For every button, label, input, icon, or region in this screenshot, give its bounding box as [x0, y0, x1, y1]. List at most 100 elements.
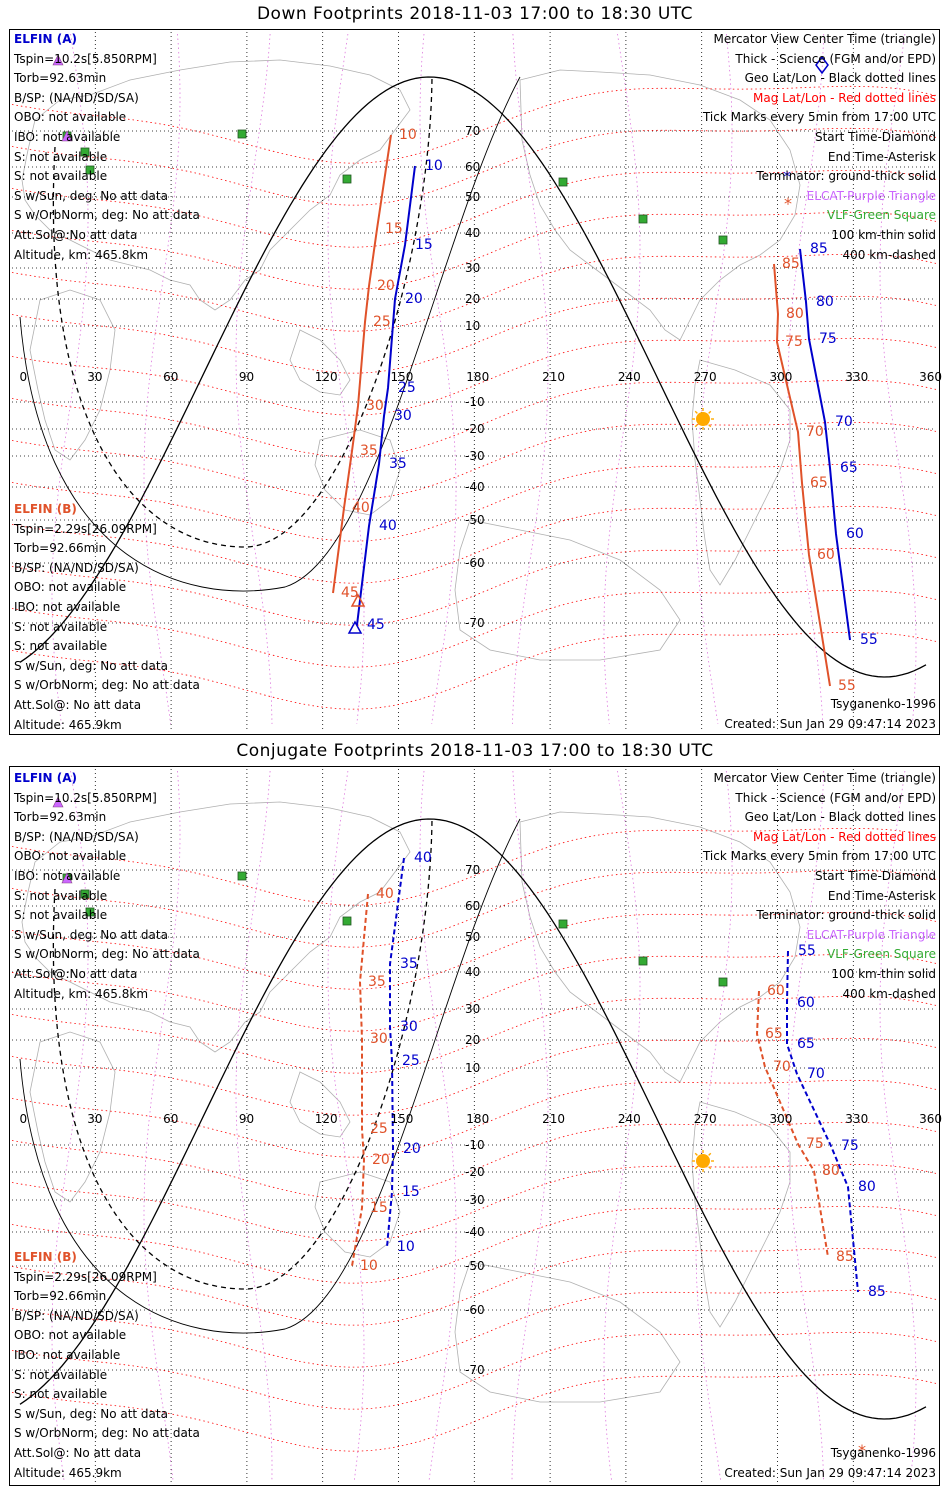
- info-b-line: Att.Sol@: No att data: [14, 697, 142, 712]
- elfin-b-tick-label: 15: [385, 221, 403, 237]
- elfin-a-tick-label: 15: [415, 237, 433, 253]
- vlf-green-square: [85, 165, 95, 175]
- elfin-a-tick-label: 30: [400, 1019, 418, 1035]
- lat-label: -30: [465, 449, 485, 463]
- elfin-b-tick-label: 80: [786, 306, 804, 322]
- coastline: [519, 69, 801, 341]
- sun-ray: [694, 424, 698, 428]
- lon-label: 120: [315, 370, 338, 384]
- view-center-triangle: [347, 620, 363, 634]
- elfin-a-tick-label: 45: [367, 617, 385, 633]
- info-a-line: S: not available: [14, 169, 108, 184]
- elfin-b-header: ELFIN (B): [14, 502, 77, 516]
- info-b-line: B/SP: (NA/ND/SD/SA): [14, 560, 139, 575]
- info-a-line: Tspin=10.2s[5.850RPM]: [14, 790, 157, 805]
- sun-icon: [696, 412, 710, 426]
- lat-label: -20: [465, 1165, 485, 1179]
- vlf-green-square: [342, 174, 352, 184]
- mag-meridian: [419, 770, 457, 1482]
- elfin-a-tick-label: 55: [860, 632, 878, 648]
- info-b-line: S w/Sun, deg: No att data: [14, 1406, 168, 1421]
- elfin-b-tick-label: 70: [806, 424, 824, 440]
- map-panel-down: [9, 29, 940, 735]
- info-a-line: OBO: not available: [14, 110, 127, 125]
- map-layer-down: **: [11, 32, 937, 732]
- info-a-line: B/SP: (NA/ND/SD/SA): [14, 829, 139, 844]
- coastline: [314, 429, 401, 516]
- elfin-b-tick-label: 10: [360, 1258, 378, 1274]
- elfin-b-tick-label: 65: [810, 475, 828, 491]
- elfin-b-info-down: ELFIN (B) Tspin=2.29s[26.09RPM] Torb=92.…: [14, 500, 200, 735]
- lon-label: 270: [694, 370, 717, 384]
- created-timestamp: Created: Sun Jan 29 09:47:14 2023: [724, 1465, 936, 1480]
- legend-item: Start Time-Diamond: [814, 129, 936, 144]
- lon-label: 180: [466, 1112, 489, 1126]
- elfin-b-tick-label: 75: [806, 1136, 824, 1152]
- info-a-line: S w/Sun, deg: No att data: [14, 188, 168, 203]
- info-a-line: S: not available: [14, 888, 108, 903]
- sun-icon: [696, 1154, 710, 1168]
- info-a-line: S: not available: [14, 908, 108, 923]
- lat-label: 40: [465, 226, 480, 240]
- elfin-b-tick-label: 85: [836, 1249, 854, 1265]
- lon-label: 330: [845, 370, 868, 384]
- elfin-a-tick-label: 80: [858, 1179, 876, 1195]
- vlf-green-square: [85, 907, 95, 917]
- elfin-a-trace: [356, 165, 416, 626]
- lon-label: 360: [919, 370, 942, 384]
- info-b-line: S: not available: [14, 1387, 108, 1402]
- elfin-b-trace: [351, 893, 369, 1267]
- sun-ray: [708, 1152, 712, 1156]
- legend-item: Tick Marks every 5min from 17:00 UTC: [702, 849, 936, 864]
- terminator-ground: [19, 76, 927, 678]
- end-time-asterisk: *: [858, 1441, 866, 1460]
- info-b-line: Altitude: 465.9km: [14, 717, 122, 732]
- legend-item: Start Time-Diamond: [814, 868, 936, 883]
- lat-label: 40: [465, 965, 480, 979]
- info-a-line: S: not available: [14, 149, 108, 164]
- terminator-400km: [52, 76, 433, 548]
- vlf-green-square: [718, 977, 728, 987]
- elfin-a-tick-label: 65: [797, 1036, 815, 1052]
- elfin-b-tick-label: 20: [377, 278, 395, 294]
- elcat-purple-triangle: [61, 130, 73, 142]
- sun-ray: [694, 1166, 698, 1170]
- elfin-b-tick-label: 40: [352, 500, 370, 516]
- info-a-line: Tspin=10.2s[5.850RPM]: [14, 51, 157, 66]
- terminator-400km: [52, 818, 433, 1290]
- legend-item: 100 km-thin solid: [831, 227, 936, 242]
- mag-meridian: [787, 33, 825, 725]
- elfin-b-tick-label: 45: [341, 585, 359, 601]
- elfin-b-tick-label: 25: [373, 314, 391, 330]
- elfin-b-tick-label: 40: [376, 886, 394, 902]
- elfin-b-tick-label: 60: [817, 547, 835, 563]
- info-b-line: S w/OrbNorm, deg: No att data: [14, 678, 200, 693]
- elfin-a-tick-label: 80: [816, 294, 834, 310]
- info-b-line: IBO: not available: [14, 599, 121, 614]
- info-b-line: S: not available: [14, 619, 108, 634]
- coastline: [21, 801, 411, 1053]
- lat-label: -10: [465, 1138, 485, 1152]
- lon-label: 90: [239, 370, 254, 384]
- elfin-b-info-conj: ELFIN (B) Tspin=2.29s[26.09RPM] Torb=92.…: [14, 1248, 200, 1483]
- elfin-b-tick-label: 30: [366, 398, 384, 414]
- start-time-diamond: [815, 55, 829, 75]
- lat-label: 10: [465, 319, 480, 333]
- elfin-b-tick-label: 15: [370, 1200, 388, 1216]
- legend-item: ELCAT-Purple Triangle: [806, 927, 936, 942]
- info-a-line: Att.Sol@:No att data: [14, 966, 138, 981]
- elfin-a-tick-label: 70: [807, 1066, 825, 1082]
- lat-label: -10: [465, 395, 485, 409]
- elfin-a-tick-label: 10: [425, 158, 443, 174]
- lon-label: 60: [163, 1112, 178, 1126]
- model-name: Tsyganenko-1996: [830, 697, 936, 711]
- lon-label: 0: [20, 1112, 28, 1126]
- mag-meridian: [512, 33, 549, 725]
- elfin-a-info-conj: ELFIN (A) Tspin=10.2s[5.850RPM] Torb=92.…: [14, 769, 200, 1004]
- elfin-b-tick-label: 35: [360, 443, 378, 459]
- info-a-line: OBO: not available: [14, 849, 127, 864]
- sun-ray: [708, 410, 712, 414]
- legend-item: Mag Lat/Lon - Red dotted lines: [752, 829, 936, 844]
- end-time-asterisk: *: [784, 194, 792, 213]
